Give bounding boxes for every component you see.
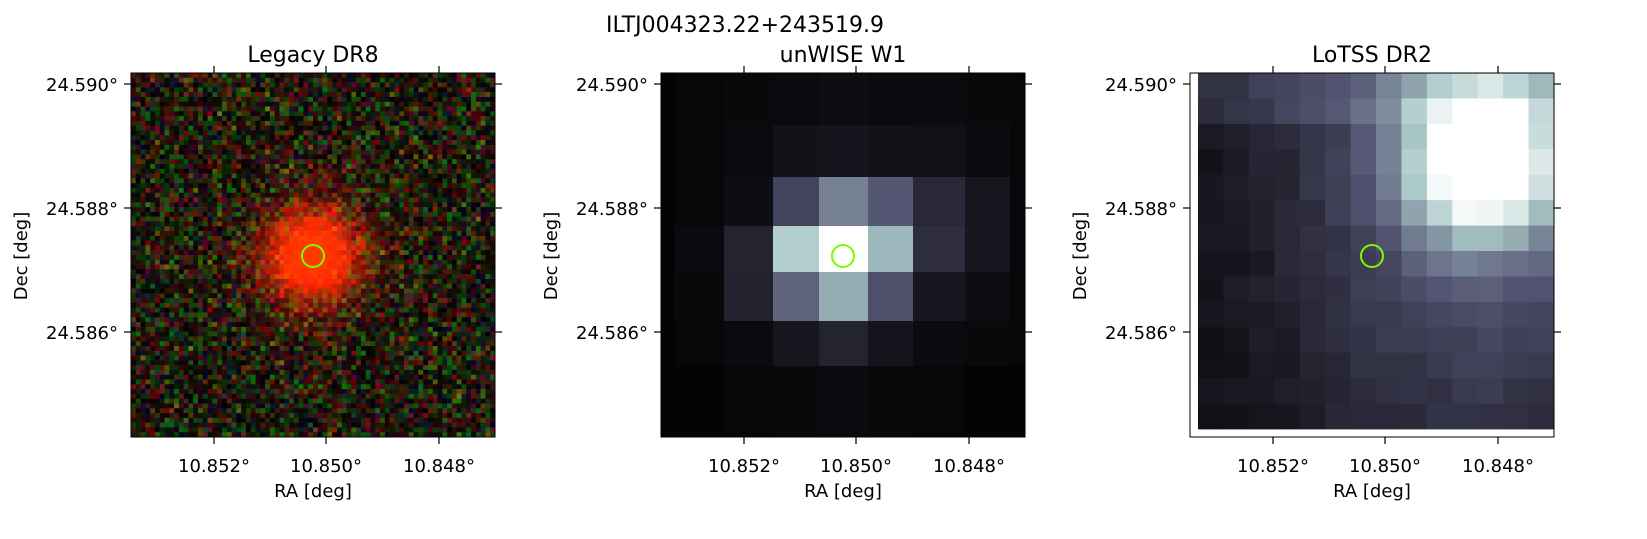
source-marker-circle [831, 244, 855, 268]
axes-frame [130, 72, 496, 438]
source-marker-circle [301, 244, 325, 268]
y-tick-label: 24.590° [576, 75, 648, 96]
x-tick-label: 10.848° [403, 456, 475, 477]
x-tick-label: 10.848° [1462, 456, 1534, 477]
y-axis-label: Dec [deg] [11, 212, 32, 301]
axes-frame [660, 72, 1026, 438]
panel-title: Legacy DR8 [247, 43, 378, 68]
x-tick-label: 10.850° [820, 456, 892, 477]
x-tick-label: 10.848° [933, 456, 1005, 477]
panel-title: unWISE W1 [780, 43, 907, 68]
y-tick-label: 24.586° [1105, 323, 1177, 344]
y-tick-label: 24.586° [576, 323, 648, 344]
x-axis-label: RA [deg] [274, 481, 352, 502]
x-tick-label: 10.852° [708, 456, 780, 477]
x-tick-label: 10.852° [178, 456, 250, 477]
source-marker-circle [1360, 244, 1384, 268]
image-area [131, 73, 496, 438]
y-tick-label: 24.586° [46, 323, 118, 344]
y-tick-label: 24.588° [576, 199, 648, 220]
y-tick-label: 24.588° [1105, 199, 1177, 220]
panel-unwise-w1: unWISE W1 10.852° 10.850° 10.848° 24.590… [541, 43, 1032, 502]
x-tick-label: 10.850° [1349, 456, 1421, 477]
axes-frame [1189, 72, 1555, 438]
ticks [654, 66, 1032, 444]
panel-legacy-dr8: Legacy DR8 10.852° 10.850° 10.848° 24.59… [11, 43, 502, 502]
ticks [1183, 66, 1561, 444]
x-tick-label: 10.852° [1237, 456, 1309, 477]
x-axis-label: RA [deg] [804, 481, 882, 502]
panel-title: LoTSS DR2 [1312, 43, 1432, 68]
y-tick-label: 24.590° [1105, 75, 1177, 96]
x-tick-label: 10.850° [290, 456, 362, 477]
y-tick-label: 24.590° [46, 75, 118, 96]
image-area [661, 73, 1026, 438]
panel-lotss-dr2: LoTSS DR2 10.852° 10.850° 10.848° 24.590… [1070, 43, 1561, 502]
x-axis-label: RA [deg] [1333, 481, 1411, 502]
figure-title: ILTJ004323.22+243519.9 [606, 13, 884, 38]
ticks [124, 66, 502, 444]
y-axis-label: Dec [deg] [1070, 212, 1091, 301]
y-tick-label: 24.588° [46, 199, 118, 220]
image-area [1190, 73, 1555, 437]
y-axis-label: Dec [deg] [541, 212, 562, 301]
